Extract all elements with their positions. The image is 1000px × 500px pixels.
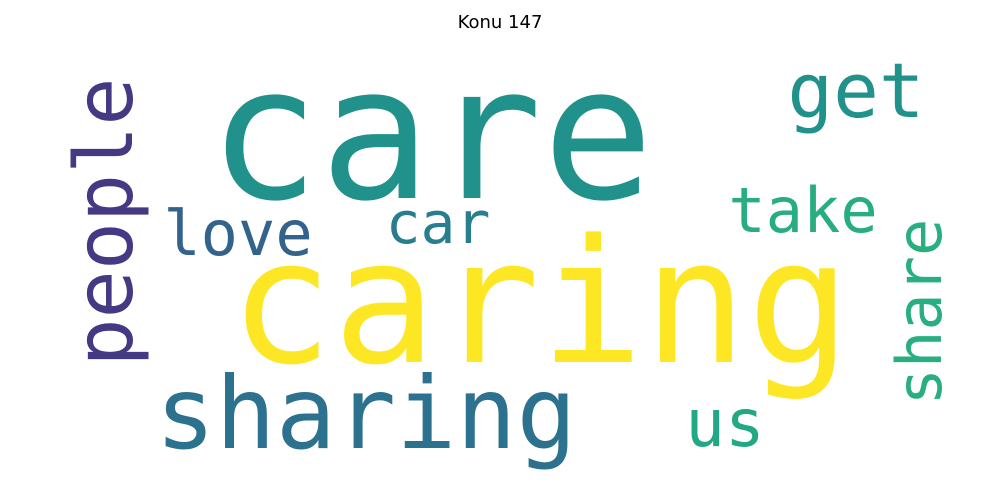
- word-get: get: [787, 46, 924, 135]
- word-caring: caring: [229, 202, 850, 403]
- chart-title: Konu 147: [457, 12, 543, 33]
- word-love: love: [163, 197, 312, 270]
- word-car: car: [386, 189, 491, 257]
- word-us: us: [685, 385, 764, 462]
- word-share: share: [883, 219, 956, 406]
- word-people: people: [58, 78, 151, 367]
- word-sharing: sharing: [155, 355, 576, 472]
- word-care: care: [208, 26, 654, 242]
- word-take: take: [728, 174, 877, 247]
